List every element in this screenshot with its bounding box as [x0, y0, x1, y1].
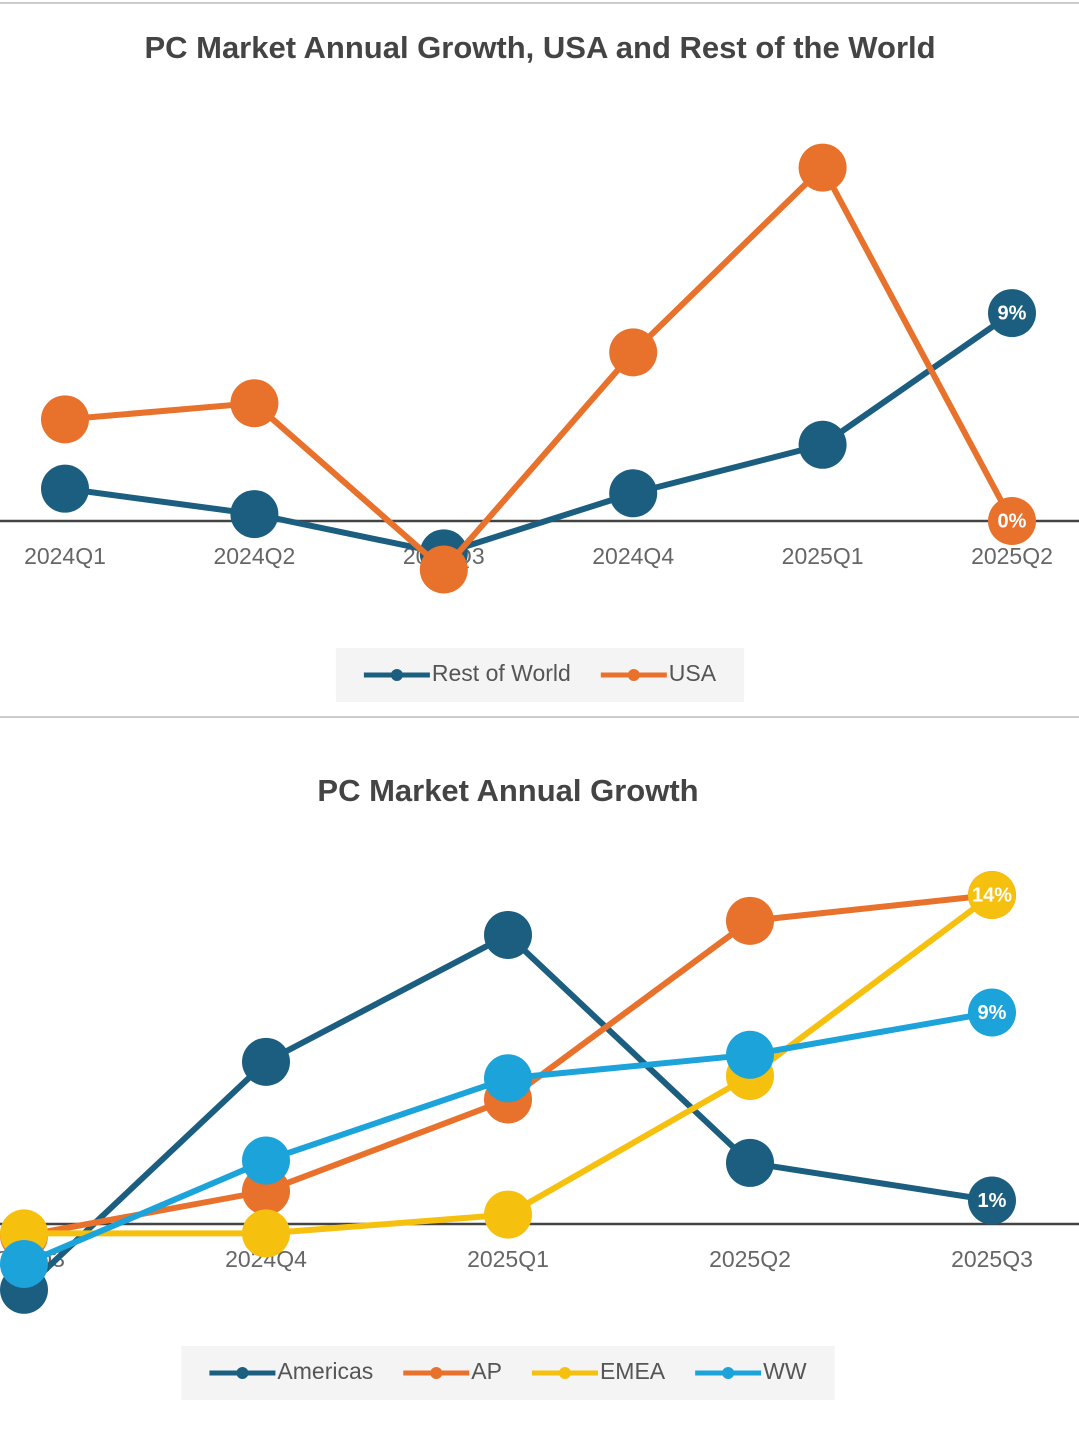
data-label: 0% — [998, 510, 1027, 532]
legend-label: WW — [763, 1358, 807, 1384]
legend-label: Americas — [277, 1358, 373, 1384]
marker — [968, 988, 1016, 1037]
x-tick-label: 2025Q2 — [971, 543, 1053, 569]
legend-label: Rest of World — [432, 660, 571, 686]
marker — [609, 469, 658, 518]
marker — [230, 490, 279, 539]
marker — [242, 1037, 290, 1086]
marker — [968, 871, 1016, 919]
legend-swatch-dot — [627, 669, 640, 681]
x-tick-label: 2025Q1 — [782, 543, 864, 569]
marker — [484, 1190, 532, 1239]
chart-title: PC Market Annual Growth, USA and Rest of… — [144, 30, 935, 65]
marker — [41, 395, 89, 444]
legend-swatch-dot — [722, 1367, 735, 1379]
x-tick-label: 2025Q2 — [709, 1246, 791, 1272]
marker — [0, 1239, 48, 1288]
data-label: 14% — [972, 884, 1012, 906]
marker — [242, 1136, 290, 1185]
series-line — [64, 164, 1015, 573]
marker — [41, 464, 89, 513]
marker — [988, 497, 1036, 545]
legend-label: EMEA — [600, 1358, 666, 1384]
data-label: 9% — [998, 302, 1027, 324]
marker — [968, 1176, 1016, 1225]
marker — [726, 896, 774, 945]
x-tick-label: 2024Q1 — [24, 543, 106, 569]
data-label: 9% — [978, 1002, 1007, 1024]
legend-label: AP — [471, 1358, 502, 1384]
x-tick-label: 2025Q3 — [951, 1246, 1033, 1272]
data-label: 1% — [978, 1190, 1007, 1212]
marker — [609, 328, 658, 377]
x-tick-label: 2024Q4 — [592, 543, 674, 569]
legend-swatch-dot — [236, 1367, 249, 1379]
legend: Rest of World USA — [335, 648, 745, 702]
marker — [726, 1138, 774, 1187]
marker — [988, 289, 1036, 338]
marker — [726, 1030, 774, 1079]
chart-title: PC Market Annual Growth — [317, 773, 698, 808]
marker — [419, 545, 468, 594]
legend-swatch-dot — [558, 1367, 571, 1379]
marker — [242, 1209, 290, 1258]
marker — [230, 379, 279, 428]
marker — [798, 143, 847, 192]
series-line — [64, 310, 1014, 557]
x-tick-label: 2025Q1 — [467, 1246, 549, 1272]
marker — [484, 910, 532, 959]
x-tick-label: 2024Q2 — [213, 543, 295, 569]
legend-swatch-dot — [430, 1367, 443, 1379]
legend: Americas AP EMEA WW — [181, 1346, 835, 1400]
legend-swatch-dot — [390, 669, 403, 681]
legend-label: USA — [669, 660, 717, 686]
marker — [484, 1054, 532, 1103]
marker — [798, 420, 847, 469]
